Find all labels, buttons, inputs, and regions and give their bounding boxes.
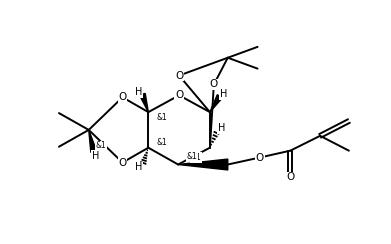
Polygon shape [210,95,222,112]
Polygon shape [178,159,228,170]
Text: H: H [92,151,99,161]
Text: H: H [135,163,142,173]
Text: O: O [210,80,218,90]
Polygon shape [140,93,148,112]
Text: H: H [218,123,226,133]
Text: O: O [255,152,264,163]
Text: &1: &1 [187,152,197,161]
Polygon shape [89,130,97,152]
Text: H: H [135,87,142,97]
Text: O: O [175,71,183,81]
Text: O: O [118,92,127,102]
Text: O: O [118,158,127,168]
Text: O: O [286,172,294,182]
Text: &1: &1 [157,112,168,122]
Text: &1: &1 [191,153,201,162]
Text: &1: &1 [95,141,106,150]
Text: H: H [220,89,228,99]
Text: O: O [175,90,183,100]
Text: &1: &1 [157,138,168,147]
